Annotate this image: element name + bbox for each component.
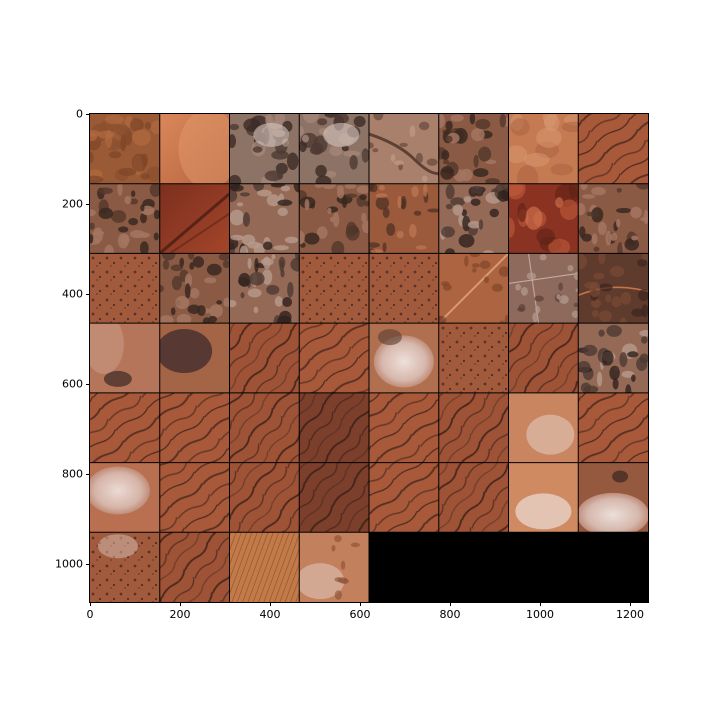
y-tick-mark: [86, 203, 90, 205]
y-tick-label: 400: [62, 287, 83, 301]
y-tick-label: 600: [62, 377, 83, 391]
satellite-tile: [90, 392, 160, 463]
satellite-tile: [229, 462, 300, 533]
satellite-tile: [229, 114, 300, 184]
x-tick-mark: [450, 602, 451, 606]
satellite-tile: [508, 392, 579, 463]
satellite-tile: [438, 392, 509, 463]
satellite-tile: [299, 253, 369, 324]
satellite-tile: [299, 392, 369, 463]
satellite-tile: [159, 183, 230, 254]
x-tick-mark: [270, 602, 271, 606]
satellite-tile: [299, 323, 369, 393]
satellite-tile: [578, 183, 648, 254]
y-tick-mark: [86, 383, 90, 385]
satellite-tile: [578, 253, 648, 324]
satellite-tile: [438, 253, 509, 324]
satellite-tile: [438, 323, 509, 393]
x-tick-mark: [90, 602, 91, 606]
satellite-tile: [90, 253, 160, 324]
satellite-tile: [578, 323, 648, 393]
satellite-tile: [508, 323, 579, 393]
x-tick-label: 1200: [616, 608, 644, 621]
satellite-tile: [229, 392, 300, 463]
satellite-tile: [299, 462, 369, 533]
satellite-tile: [369, 253, 439, 324]
satellite-tile: [90, 462, 160, 533]
x-tick-label: 400: [259, 608, 281, 621]
image-axes: [89, 113, 649, 603]
satellite-tile: [508, 462, 579, 533]
satellite-tile: [90, 183, 160, 254]
satellite-tile: [299, 532, 369, 602]
x-tick-mark: [630, 602, 631, 606]
satellite-tile: [369, 392, 439, 463]
satellite-tile: [299, 114, 369, 184]
x-tick-mark: [360, 602, 361, 606]
satellite-tile-mosaic: [90, 114, 648, 602]
x-tick-mark: [540, 602, 541, 606]
x-tick-label: 1000: [526, 608, 554, 621]
satellite-tile: [90, 114, 160, 184]
satellite-tile: [159, 323, 230, 393]
satellite-tile: [578, 114, 648, 184]
satellite-tile: [369, 114, 439, 184]
satellite-tile: [159, 114, 230, 184]
satellite-tile: [438, 114, 509, 184]
satellite-tile: [90, 323, 160, 393]
satellite-tile: [299, 183, 369, 254]
y-tick-label: 0: [76, 107, 83, 121]
satellite-tile: [159, 462, 230, 533]
y-tick-mark: [86, 563, 90, 565]
x-tick-label: 600: [349, 608, 371, 621]
y-tick-mark: [86, 473, 90, 475]
satellite-tile: [369, 462, 439, 533]
y-tick-mark: [86, 114, 90, 115]
x-tick-label: 800: [439, 608, 461, 621]
satellite-tile: [508, 253, 579, 324]
x-tick-mark: [180, 602, 181, 606]
satellite-tile: [578, 392, 648, 463]
satellite-tile: [438, 462, 509, 533]
satellite-tile: [229, 323, 300, 393]
satellite-tile: [369, 323, 439, 393]
satellite-tile: [438, 183, 509, 254]
satellite-tile: [369, 183, 439, 254]
y-tick-label: 1000: [55, 557, 83, 571]
y-tick-label: 200: [62, 197, 83, 211]
satellite-tile: [159, 253, 230, 324]
y-tick-label: 800: [62, 467, 83, 481]
satellite-tile: [508, 114, 579, 184]
satellite-tile: [578, 462, 648, 533]
satellite-tile: [90, 532, 160, 602]
satellite-tile: [229, 532, 300, 602]
y-tick-mark: [86, 293, 90, 295]
satellite-tile: [508, 183, 579, 254]
satellite-tile: [159, 392, 230, 463]
x-tick-label: 200: [169, 608, 191, 621]
satellite-tile: [159, 532, 230, 602]
x-tick-label: 0: [86, 608, 94, 621]
satellite-tile: [229, 183, 300, 254]
satellite-tile: [229, 253, 300, 324]
